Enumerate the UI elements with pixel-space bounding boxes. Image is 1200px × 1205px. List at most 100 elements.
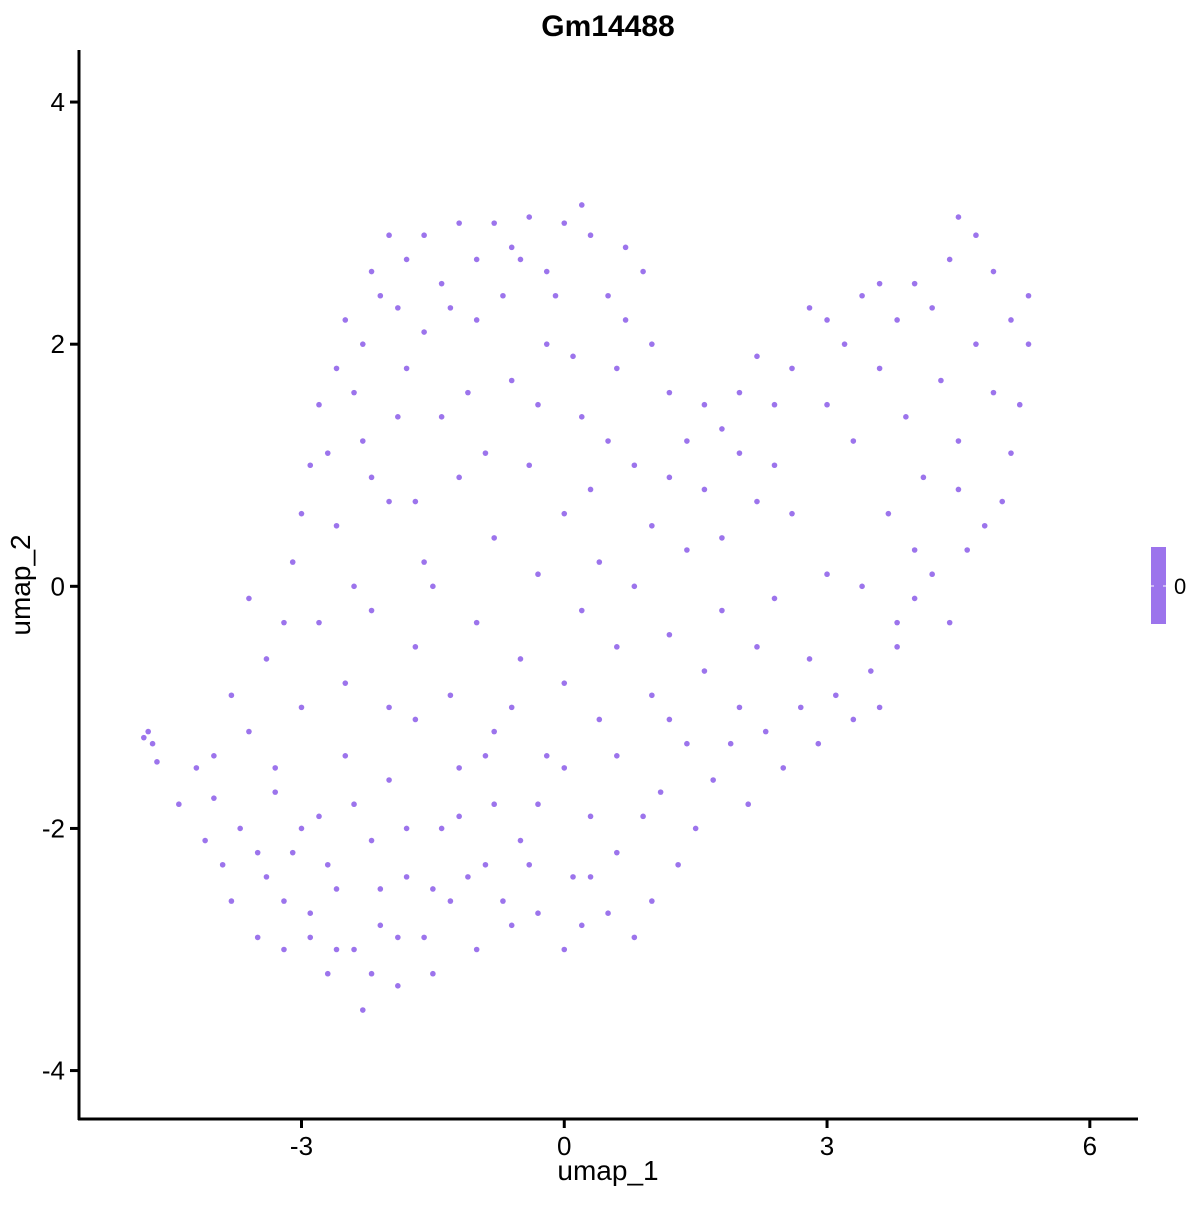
data-point bbox=[736, 704, 743, 711]
data-point bbox=[395, 305, 401, 311]
data-point bbox=[701, 668, 708, 674]
data-point bbox=[701, 486, 708, 493]
data-point bbox=[246, 728, 252, 735]
data-point bbox=[920, 474, 927, 481]
data-point bbox=[403, 825, 410, 832]
data-point bbox=[456, 813, 462, 820]
data-point bbox=[272, 789, 279, 795]
data-point bbox=[421, 232, 427, 239]
data-point bbox=[973, 341, 979, 347]
data-point bbox=[517, 256, 524, 263]
data-point bbox=[333, 946, 340, 953]
data-point bbox=[421, 559, 427, 565]
data-point bbox=[438, 825, 445, 832]
data-point bbox=[929, 305, 935, 311]
data-point bbox=[631, 583, 638, 590]
y-tick-label: 0 bbox=[51, 571, 65, 601]
data-point bbox=[473, 317, 480, 323]
data-point bbox=[360, 438, 366, 444]
data-point bbox=[684, 740, 690, 747]
data-point bbox=[351, 389, 357, 396]
data-point bbox=[631, 934, 638, 941]
data-point bbox=[570, 874, 576, 880]
data-point bbox=[587, 486, 594, 493]
data-point bbox=[640, 268, 646, 275]
data-point bbox=[447, 692, 454, 699]
data-point bbox=[289, 849, 296, 856]
data-point bbox=[850, 438, 857, 444]
data-point bbox=[360, 341, 366, 347]
data-point bbox=[316, 813, 322, 820]
data-point bbox=[395, 414, 401, 420]
legend-label: 0 bbox=[1174, 574, 1186, 599]
data-point bbox=[228, 692, 235, 699]
data-point bbox=[342, 680, 349, 686]
data-point bbox=[324, 970, 331, 977]
data-point bbox=[981, 522, 988, 529]
y-axis-label: umap_2 bbox=[5, 534, 36, 635]
data-point bbox=[491, 728, 497, 735]
data-point bbox=[859, 583, 865, 590]
data-point bbox=[456, 220, 462, 226]
data-point bbox=[911, 280, 918, 287]
data-point bbox=[412, 716, 419, 723]
data-point bbox=[535, 910, 541, 916]
y-tick-label: 2 bbox=[51, 329, 65, 359]
data-point bbox=[307, 462, 314, 469]
points-layer bbox=[141, 202, 1032, 1013]
data-point bbox=[246, 595, 252, 602]
data-point bbox=[666, 474, 673, 481]
y-tick-label: -4 bbox=[42, 1056, 65, 1086]
data-point bbox=[614, 753, 620, 759]
data-point bbox=[727, 740, 734, 747]
data-point bbox=[526, 214, 533, 220]
data-point bbox=[438, 280, 445, 287]
data-point bbox=[955, 438, 962, 444]
data-point bbox=[894, 619, 900, 626]
data-point bbox=[526, 861, 533, 868]
data-point bbox=[421, 934, 427, 941]
data-point bbox=[254, 849, 261, 856]
data-point bbox=[631, 462, 638, 469]
data-point bbox=[885, 510, 892, 517]
data-point bbox=[876, 704, 883, 711]
data-point bbox=[964, 547, 970, 553]
data-point bbox=[324, 861, 331, 868]
data-point bbox=[543, 753, 550, 759]
data-point bbox=[465, 874, 471, 880]
data-point bbox=[193, 765, 200, 771]
data-point bbox=[508, 244, 515, 251]
data-point bbox=[587, 813, 594, 820]
data-point bbox=[578, 202, 585, 208]
data-point bbox=[211, 753, 217, 759]
data-point bbox=[403, 365, 410, 372]
data-point bbox=[281, 898, 287, 904]
data-point bbox=[640, 813, 646, 820]
data-point bbox=[684, 438, 690, 444]
data-point bbox=[482, 753, 489, 759]
data-point bbox=[938, 377, 944, 384]
data-point bbox=[806, 305, 813, 311]
data-point bbox=[561, 510, 568, 517]
data-point bbox=[202, 837, 208, 844]
data-point bbox=[333, 886, 340, 892]
data-point bbox=[605, 438, 611, 444]
data-point bbox=[351, 946, 357, 953]
data-point bbox=[289, 559, 296, 565]
data-point bbox=[614, 365, 620, 372]
data-point bbox=[868, 668, 874, 674]
data-point bbox=[605, 292, 611, 299]
data-point bbox=[894, 644, 900, 650]
data-point bbox=[430, 970, 436, 977]
data-point bbox=[622, 317, 629, 323]
data-point bbox=[438, 414, 445, 420]
y-ticks: -4 -2 0 2 4 bbox=[42, 87, 79, 1086]
data-point bbox=[675, 861, 681, 868]
data-point bbox=[824, 317, 830, 323]
data-point bbox=[473, 619, 480, 626]
data-point bbox=[281, 946, 287, 953]
data-point bbox=[824, 571, 830, 578]
chart-title: Gm14488 bbox=[541, 10, 674, 43]
data-point bbox=[736, 389, 743, 396]
data-point bbox=[482, 861, 489, 868]
